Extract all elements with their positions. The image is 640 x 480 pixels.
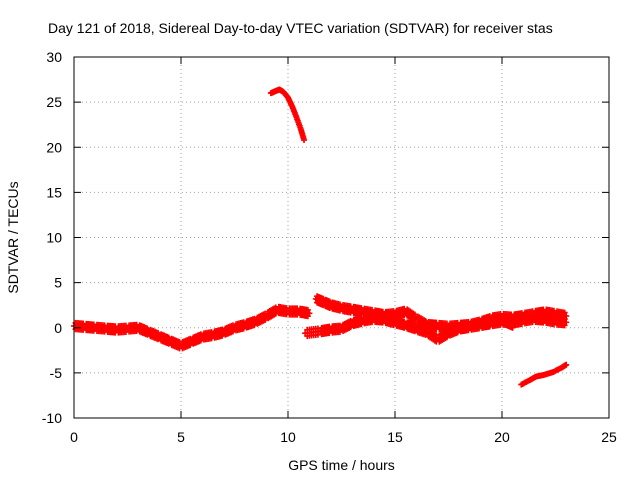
data-point xyxy=(144,331,151,338)
x-tick-label: 5 xyxy=(177,429,185,445)
y-tick-label: -5 xyxy=(50,365,63,381)
data-point xyxy=(561,309,568,316)
data-points xyxy=(71,86,570,388)
data-point xyxy=(347,324,354,331)
y-tick-label: 5 xyxy=(54,275,62,291)
y-tick-label: 0 xyxy=(54,320,62,336)
data-point xyxy=(422,325,429,332)
y-axis-label: SDTVAR / TECUs xyxy=(5,181,21,293)
data-point xyxy=(508,324,515,331)
data-point xyxy=(165,334,172,341)
data-point xyxy=(251,315,258,322)
chart-title: Day 121 of 2018, Sidereal Day-to-day VTE… xyxy=(48,20,553,36)
data-point xyxy=(562,362,569,369)
data-point xyxy=(454,329,461,336)
data-point xyxy=(187,342,194,349)
x-axis-label: GPS time / hours xyxy=(288,457,395,473)
data-point xyxy=(411,311,418,318)
axis-ticks: 0 5 10 15 20 25 -10 -5 0 5 10 15 20 25 30 xyxy=(42,49,617,445)
y-tick-label: 30 xyxy=(46,49,62,65)
x-tick-label: 20 xyxy=(494,429,510,445)
data-point xyxy=(561,322,568,329)
data-point xyxy=(336,328,343,335)
data-point xyxy=(229,322,236,329)
data-point xyxy=(240,319,247,326)
data-point xyxy=(347,317,354,324)
x-tick-label: 15 xyxy=(387,429,403,445)
data-point xyxy=(262,316,269,323)
data-point xyxy=(155,329,162,336)
data-point xyxy=(144,325,151,332)
y-tick-label: 20 xyxy=(46,139,62,155)
data-point xyxy=(422,317,429,324)
data-point xyxy=(336,322,343,329)
data-point xyxy=(219,326,226,333)
data-point xyxy=(443,334,450,341)
data-point xyxy=(401,318,408,325)
data-point xyxy=(240,325,247,332)
data-point xyxy=(187,335,194,342)
data-point xyxy=(229,328,236,335)
data-point xyxy=(292,112,299,119)
data-point xyxy=(219,332,226,339)
y-tick-label: 25 xyxy=(46,94,62,110)
data-point xyxy=(304,313,311,320)
x-tick-label: 10 xyxy=(280,429,296,445)
data-point xyxy=(454,323,461,330)
data-point xyxy=(297,124,304,131)
data-point xyxy=(304,306,311,313)
data-point xyxy=(411,328,418,335)
data-point xyxy=(165,340,172,347)
x-tick-label: 0 xyxy=(70,429,78,445)
data-point xyxy=(443,327,450,334)
y-tick-label: -10 xyxy=(42,410,62,426)
data-point xyxy=(401,324,408,331)
y-tick-label: 15 xyxy=(46,184,62,200)
data-point xyxy=(300,135,307,142)
data-point xyxy=(155,336,162,343)
data-point xyxy=(197,331,204,338)
data-point xyxy=(411,321,418,328)
data-point xyxy=(561,316,568,323)
y-tick-label: 10 xyxy=(46,230,62,246)
grid-lines xyxy=(74,57,609,418)
data-point xyxy=(251,322,258,329)
x-tick-label: 25 xyxy=(601,429,617,445)
data-point xyxy=(197,337,204,344)
